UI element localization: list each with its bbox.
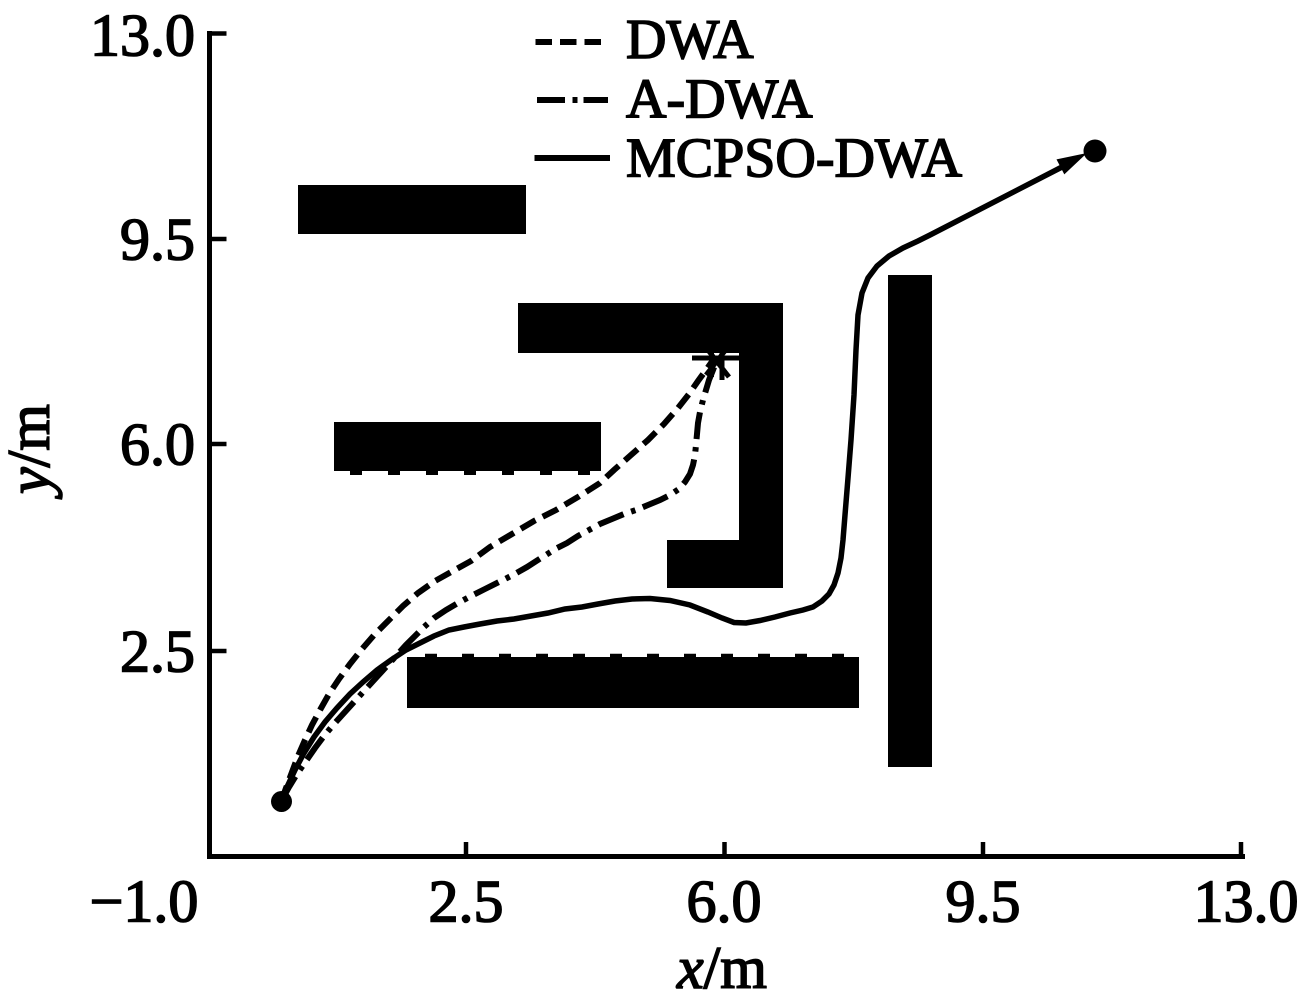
svg-text:6.0: 6.0 [120,412,195,478]
svg-text:13.0: 13.0 [90,3,195,69]
svg-text:2.5: 2.5 [120,619,195,685]
svg-text:A-DWA: A-DWA [626,69,813,131]
svg-text:6.0: 6.0 [687,869,762,935]
svg-text:MCPSO-DWA: MCPSO-DWA [626,128,963,190]
svg-text:−1.0: −1.0 [90,869,199,935]
svg-text:9.5: 9.5 [120,207,195,273]
svg-text:DWA: DWA [626,9,754,71]
svg-text:y/m: y/m [0,404,62,500]
svg-text:13.0: 13.0 [1194,869,1299,935]
svg-text:9.5: 9.5 [946,869,1021,935]
svg-text:2.5: 2.5 [429,869,504,935]
svg-text:x/m: x/m [676,935,767,994]
